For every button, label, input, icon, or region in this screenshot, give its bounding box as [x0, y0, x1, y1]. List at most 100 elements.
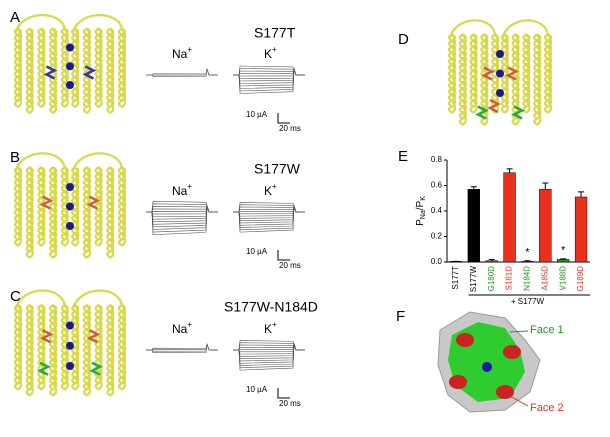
- side-chain: [511, 105, 525, 120]
- ion: [66, 183, 74, 191]
- current-traces: [146, 342, 218, 354]
- ion: [66, 62, 74, 71]
- loop: [71, 289, 124, 310]
- loop: [14, 14, 66, 33]
- p: P: [415, 219, 426, 226]
- panel-title: S177T: [254, 25, 296, 41]
- current-traces: [233, 65, 305, 94]
- loop: [448, 19, 497, 39]
- ion: [496, 50, 504, 58]
- loop: [71, 14, 124, 33]
- panel-label: F: [396, 308, 405, 325]
- surface-model: [437, 311, 541, 413]
- sub: K: [420, 196, 427, 201]
- scale-bar: [277, 388, 290, 399]
- side-chain: [505, 66, 519, 81]
- helix: [447, 33, 500, 126]
- error-bar: [560, 258, 567, 260]
- scale-time: 20 ms: [279, 261, 301, 270]
- bar: [503, 172, 516, 263]
- scale-current: 10 µA: [246, 385, 268, 394]
- scale-time: 20 ms: [279, 124, 301, 133]
- ion-charge: +: [272, 320, 277, 329]
- bar: [485, 260, 498, 263]
- helix: [13, 166, 69, 259]
- panel-title: S177W-N184D: [224, 299, 318, 315]
- side-chain: [39, 195, 54, 210]
- y-tick-label: 0.8: [431, 155, 443, 164]
- x-tick-label: N184D: [523, 266, 532, 291]
- helix: [500, 33, 553, 126]
- side-chain: [86, 195, 101, 210]
- protein-structure: [13, 152, 127, 259]
- helix: [13, 27, 69, 114]
- ion-name: K: [264, 184, 272, 198]
- trace: [146, 68, 218, 77]
- ion-name: Na: [172, 322, 188, 336]
- ion-name: K: [264, 322, 272, 336]
- helix: [71, 27, 127, 114]
- side-chain: [43, 65, 58, 80]
- side-chain: [89, 361, 103, 376]
- ion: [496, 69, 504, 78]
- bar: [557, 259, 570, 263]
- panel-label: B: [10, 149, 20, 166]
- x-tick-label: V188D: [558, 266, 567, 291]
- ion: [66, 362, 74, 370]
- ion-label: Na+: [172, 320, 192, 336]
- side-chain: [475, 105, 489, 120]
- protein-structure: [13, 289, 127, 397]
- y-tick-label: 0.6: [431, 181, 443, 190]
- ion: [66, 43, 74, 52]
- side-chain: [37, 361, 51, 376]
- current-traces: [233, 202, 305, 233]
- helix: [71, 303, 127, 397]
- slash: /: [415, 207, 426, 210]
- x-tick-label: G189D: [576, 266, 585, 292]
- group-label: + S177W: [511, 297, 545, 306]
- error-bar: [488, 258, 495, 261]
- panel-label: D: [398, 31, 409, 48]
- bar: [539, 189, 552, 263]
- p: P: [415, 200, 426, 207]
- x-tick-label: S181D: [505, 266, 514, 291]
- annotation: *: [525, 247, 530, 259]
- error-bar: [470, 186, 477, 190]
- current-traces: [233, 340, 305, 371]
- ion-label: Na+: [172, 45, 192, 61]
- loop: [71, 152, 124, 172]
- side-chain: [39, 329, 54, 344]
- ion-name: K: [264, 47, 272, 61]
- protein-structure: [13, 14, 127, 114]
- scale-time: 20 ms: [279, 399, 301, 408]
- scale-bar: [277, 113, 290, 124]
- ion: [66, 321, 74, 330]
- loop: [14, 289, 66, 310]
- ion-charge: +: [272, 182, 277, 191]
- scale-current: 10 µA: [246, 247, 268, 256]
- trace: [233, 343, 305, 371]
- annotation: *: [561, 245, 566, 257]
- panel-title: S177W: [254, 161, 301, 177]
- ion: [66, 81, 74, 89]
- error-bar: [542, 182, 549, 190]
- ion: [66, 341, 74, 350]
- face-label: Face 1: [530, 324, 564, 336]
- x-tick-label: A185D: [540, 266, 549, 291]
- protein-structure: [447, 19, 553, 126]
- ion-label: Na+: [172, 182, 192, 198]
- error-bar: [578, 191, 585, 197]
- current-traces: [146, 200, 218, 235]
- loop: [14, 152, 66, 172]
- ion-charge: +: [272, 45, 277, 54]
- error-bar: [506, 168, 513, 173]
- error-bar: [524, 260, 531, 262]
- y-axis-label: PNa/PK: [415, 196, 427, 226]
- ion-label: K+: [264, 182, 277, 198]
- helix: [71, 166, 127, 259]
- ion: [66, 222, 74, 230]
- ion-charge: +: [187, 182, 192, 191]
- ion-charge: +: [187, 320, 192, 329]
- ion-name: Na: [172, 184, 188, 198]
